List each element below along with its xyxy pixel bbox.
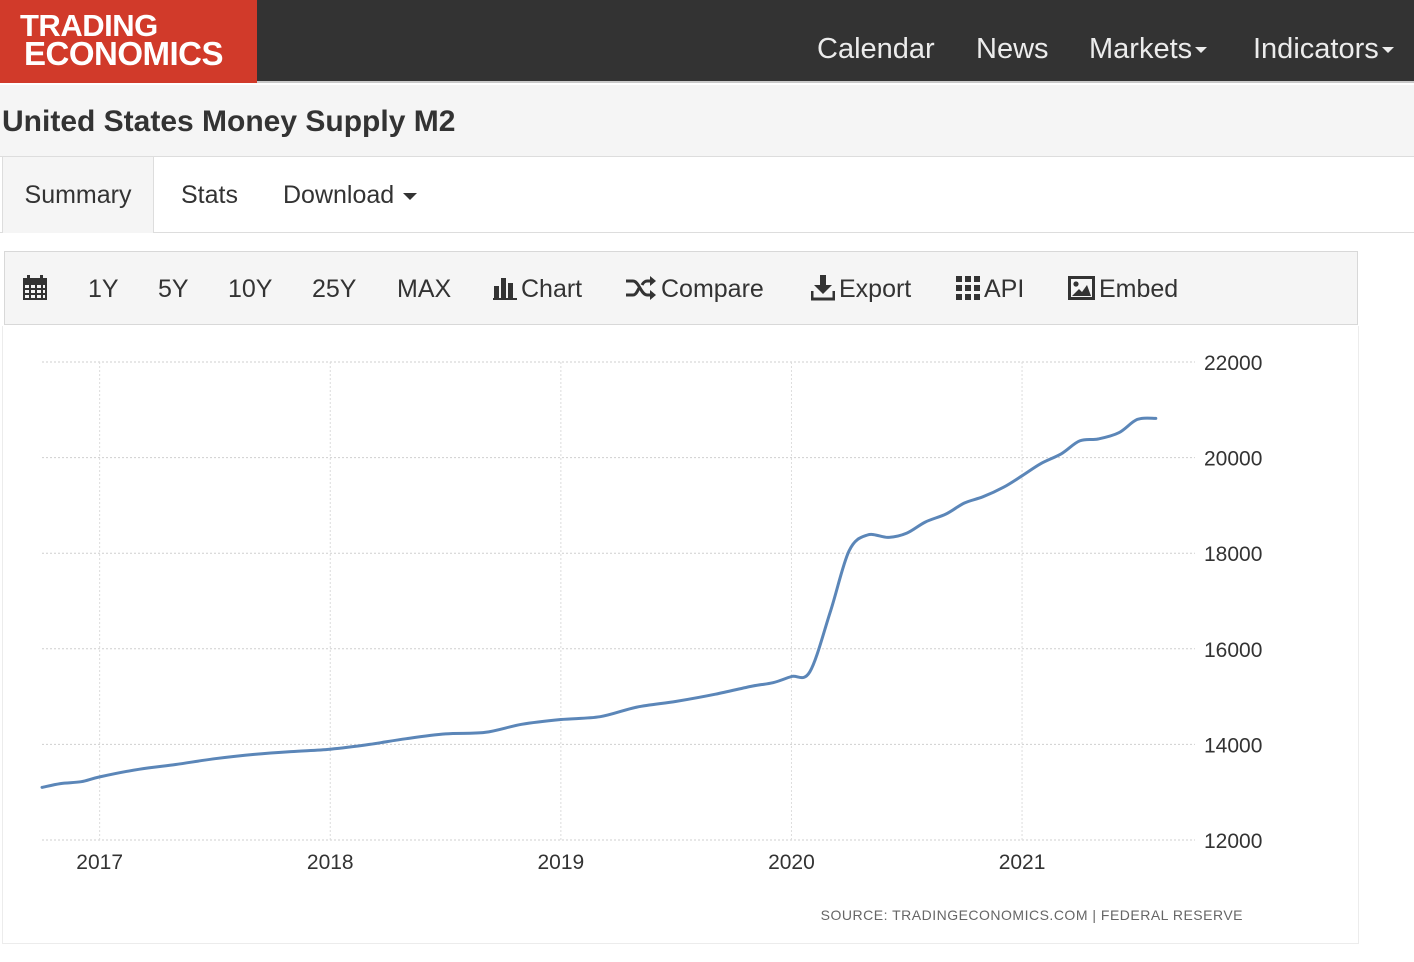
nav-markets[interactable]: Markets: [1089, 32, 1208, 66]
title-bar: United States Money Supply M2: [0, 85, 1414, 157]
y-tick-label: 18000: [1204, 543, 1262, 566]
nav-news[interactable]: News: [976, 32, 1049, 66]
api-button-label: API: [984, 275, 1025, 303]
tab-summary[interactable]: Summary: [2, 157, 154, 233]
range-1y-button[interactable]: 1Y: [88, 275, 119, 303]
export-button[interactable]: Export: [810, 252, 912, 326]
x-tick-label: 2020: [768, 851, 815, 874]
logo-line-2: ECONOMICS: [24, 35, 224, 72]
nav-calendar[interactable]: Calendar: [817, 32, 935, 66]
x-tick-label: 2019: [537, 851, 584, 874]
nav-calendar-label: Calendar: [817, 33, 935, 65]
range-10y-button[interactable]: 10Y: [228, 275, 273, 303]
money-supply-chart: 12000 14000 16000 18000 20000 22000 2017 2018 20…: [40, 352, 1262, 923]
y-tick-label: 20000: [1204, 448, 1262, 471]
chart-button-label: Chart: [521, 275, 583, 303]
chevron-down-icon: [1195, 47, 1208, 54]
chart-panel: [2, 326, 1359, 944]
y-tick-label: 16000: [1204, 639, 1262, 662]
x-tick-label: 2017: [76, 851, 123, 874]
page-title: United States Money Supply M2: [2, 105, 456, 138]
y-tick-label: 12000: [1204, 830, 1262, 853]
chart-button[interactable]: Chart: [493, 252, 582, 326]
shuffle-icon: [626, 276, 656, 301]
series-line: [40, 416, 1158, 789]
embed-button-label: Embed: [1099, 275, 1179, 303]
compare-button-label: Compare: [661, 275, 764, 303]
chevron-down-icon: [403, 192, 418, 200]
x-tick-label: 2018: [307, 851, 354, 874]
image-icon: [1068, 276, 1095, 301]
nav-indicators-label: Indicators: [1253, 33, 1379, 65]
tab-download-label: Download: [283, 181, 395, 209]
tab-download[interactable]: Download: [283, 157, 418, 233]
brand-logo[interactable]: TRADING ECONOMICS: [0, 0, 257, 83]
tab-stats-label: Stats: [181, 181, 238, 209]
embed-button[interactable]: Embed: [1068, 252, 1178, 326]
top-navbar: TRADING ECONOMICS Calendar News Markets …: [0, 0, 1414, 83]
api-button[interactable]: API: [956, 252, 1024, 326]
range-5y-button[interactable]: 5Y: [158, 275, 189, 303]
range-25y-button[interactable]: 25Y: [312, 275, 357, 303]
tab-stats[interactable]: Stats: [181, 157, 238, 233]
calendar-button[interactable]: [22, 252, 52, 326]
download-icon: [810, 275, 836, 301]
grid-icon: [956, 276, 980, 301]
chevron-down-icon: [1381, 47, 1394, 54]
tab-bar: Summary Stats Download: [0, 157, 1414, 233]
nav-news-label: News: [976, 33, 1049, 65]
compare-button[interactable]: Compare: [625, 252, 764, 326]
nav-markets-label: Markets: [1089, 33, 1193, 65]
export-button-label: Export: [839, 275, 912, 303]
x-tick-label: 2021: [999, 851, 1046, 874]
logo-line-1: TRADING: [20, 8, 158, 43]
calendar-icon: [23, 275, 47, 301]
chart-source: SOURCE: TRADINGECONOMICS.COM | FEDERAL R…: [821, 907, 1243, 923]
chart-toolbar: 1Y 5Y 10Y 25Y MAX Chart Compare Export A…: [4, 251, 1358, 325]
bar-chart-icon: [493, 278, 517, 301]
y-tick-label: 22000: [1204, 352, 1262, 375]
nav-indicators[interactable]: Indicators: [1253, 32, 1394, 66]
range-max-button[interactable]: MAX: [397, 275, 452, 303]
tab-summary-label: Summary: [24, 181, 132, 209]
y-tick-label: 14000: [1204, 734, 1262, 757]
